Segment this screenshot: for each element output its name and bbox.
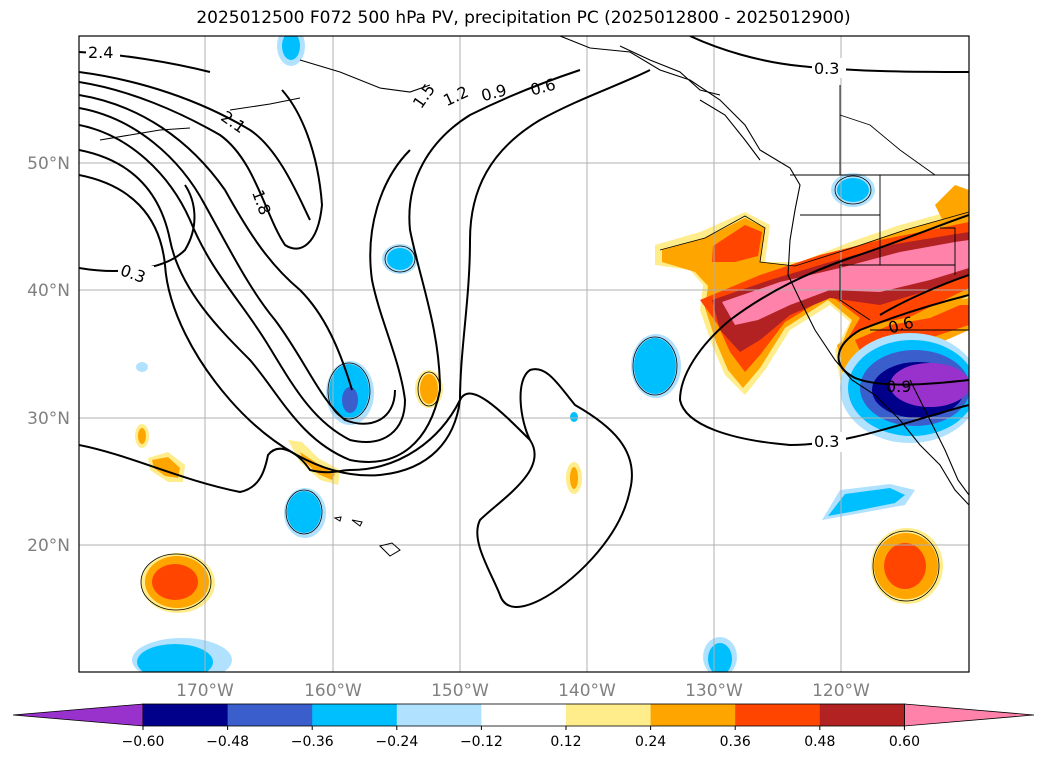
contour-label: 0.3 <box>814 432 839 451</box>
lat-label: 30°N <box>27 409 70 429</box>
lon-label: 170°W <box>176 681 234 701</box>
lon-label: 160°W <box>304 681 362 701</box>
colorbar-segment <box>227 704 313 726</box>
colorbar-extend-low <box>12 703 144 727</box>
colorbar-segment <box>481 704 567 726</box>
colorbar: −0.60 −0.48 −0.36 −0.24 −0.12 0.12 0.24 0.36 0.4… <box>12 703 1035 750</box>
lon-label: 130°W <box>685 681 743 701</box>
colorbar-tick-label: 0.12 <box>550 734 581 750</box>
lon-label: 120°W <box>812 681 870 701</box>
islands <box>333 516 401 557</box>
colorbar-tick-label: −0.24 <box>375 734 418 750</box>
colorbar-segment <box>143 704 229 726</box>
contour-label: 0.9 <box>886 377 911 396</box>
lat-label: 20°N <box>27 536 70 556</box>
colorbar-segment <box>650 704 736 726</box>
colorbar-segment <box>735 704 821 726</box>
latitude-labels: 50°N 40°N 30°N 20°N <box>27 154 70 556</box>
map-area: 2.4 2.1 1.8 1.5 1.2 0.9 0.6 0.3 0.3 0.3 … <box>79 36 969 672</box>
contour-label: 2.4 <box>88 43 113 62</box>
colorbar-extend-high <box>904 703 1035 727</box>
political-borders <box>790 85 969 331</box>
colorbar-tick-label: −0.60 <box>122 734 165 750</box>
map-frame <box>78 35 970 673</box>
lon-label: 140°W <box>558 681 616 701</box>
colorbar-segment <box>566 704 652 726</box>
colorbar-segment <box>396 704 482 726</box>
lat-label: 50°N <box>27 154 70 174</box>
colorbar-segment <box>312 704 398 726</box>
map-title: 2025012500 F072 500 hPa PV, precipitatio… <box>196 8 851 28</box>
longitude-labels: 170°W 160°W 150°W 140°W 130°W 120°W <box>176 681 870 701</box>
colorbar-tick-label: −0.36 <box>291 734 334 750</box>
colorbar-tick-label: 0.24 <box>635 734 666 750</box>
precip-outlines <box>140 175 969 611</box>
lat-label: 40°N <box>27 281 70 301</box>
coastlines <box>99 36 969 506</box>
lon-label: 150°W <box>431 681 489 701</box>
precip-negative-shading <box>132 36 969 672</box>
contour-label: 0.3 <box>814 59 839 78</box>
colorbar-frame <box>142 703 905 727</box>
colorbar-tick-label: −0.12 <box>460 734 503 750</box>
colorbar-tick-label: 0.60 <box>889 734 920 750</box>
colorbar-tick-label: −0.48 <box>206 734 249 750</box>
colorbar-tick-label: 0.36 <box>720 734 751 750</box>
colorbar-tick-label: 0.48 <box>804 734 835 750</box>
colorbar-segment <box>819 704 905 726</box>
